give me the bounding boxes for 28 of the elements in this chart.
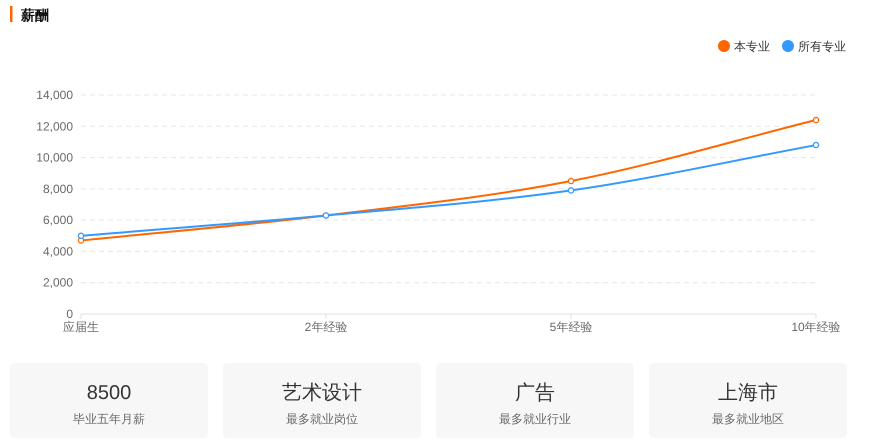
y-tick-label: 14,000 bbox=[36, 88, 74, 102]
x-tick-label: 10年经验 bbox=[791, 320, 841, 334]
y-tick-label: 12,000 bbox=[36, 119, 74, 134]
text: 上海市 bbox=[718, 382, 778, 404]
point bbox=[568, 187, 574, 194]
x-tick-label: 5年经验 bbox=[550, 320, 592, 334]
legend-label: 所有专业 bbox=[798, 40, 846, 54]
y-tick-label: 4,000 bbox=[42, 244, 74, 258]
text: 最多就业地区 bbox=[712, 412, 784, 426]
text: 最多就业岗位 bbox=[286, 412, 358, 426]
x-tick-label: 应届生 bbox=[63, 320, 99, 334]
text: 艺术设计 bbox=[282, 382, 362, 404]
y-tick-label: 2,000 bbox=[42, 276, 74, 290]
text: 毕业五年月薪 bbox=[73, 412, 145, 426]
point bbox=[568, 178, 574, 184]
text: 8500 bbox=[86, 382, 132, 404]
chart-title: 薪酬 bbox=[20, 7, 49, 23]
y-tick-label: 10,000 bbox=[36, 150, 74, 165]
text: 广告 bbox=[515, 382, 555, 404]
legend-label: 本专业 bbox=[734, 40, 770, 54]
point bbox=[812, 116, 820, 124]
y-tick-label: 8,000 bbox=[42, 182, 74, 196]
x-tick-label: 2年经验 bbox=[304, 320, 348, 334]
point bbox=[78, 232, 84, 240]
y-tick-label: 6,000 bbox=[42, 213, 74, 228]
y-tick-label: 0 bbox=[66, 307, 74, 321]
point bbox=[812, 142, 820, 148]
text: 最多就业行业 bbox=[499, 412, 571, 426]
